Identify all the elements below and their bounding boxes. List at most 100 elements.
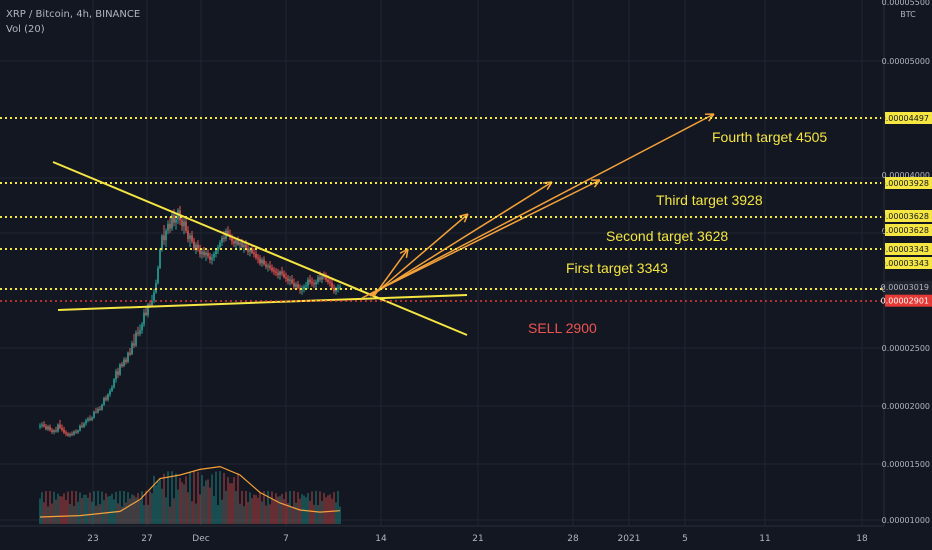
volume-bar — [205, 480, 207, 524]
candle-body — [331, 283, 333, 288]
price-label-target: 0.00003343 — [881, 245, 929, 254]
volume-bar — [241, 490, 243, 524]
volume-bar — [55, 499, 57, 524]
volume-bar — [277, 496, 279, 524]
volume-bar — [275, 493, 277, 524]
price-label-target: 0.00004497 — [881, 114, 929, 123]
volume-bar — [69, 503, 71, 524]
candle-body — [143, 312, 145, 325]
candle-body — [63, 429, 65, 433]
volume-bar — [299, 498, 301, 524]
candle-body — [145, 312, 147, 315]
candle-body — [173, 214, 175, 223]
candle-body — [241, 242, 243, 248]
candle-body — [41, 424, 43, 426]
candle-body — [201, 251, 203, 255]
candle-body — [117, 371, 119, 375]
candle-body — [49, 426, 51, 431]
volume-bar — [83, 494, 85, 524]
candle-body — [317, 277, 319, 283]
volume-bar — [313, 504, 315, 524]
candle-body — [75, 431, 77, 433]
volume-bar — [303, 495, 305, 524]
volume-bar — [283, 499, 285, 524]
volume-bar — [125, 502, 127, 524]
candle-body — [99, 408, 101, 410]
candle-body — [257, 257, 259, 259]
candle-body — [315, 282, 317, 285]
volume-bar — [213, 495, 215, 524]
volume-bar — [325, 497, 327, 524]
volume-bar — [253, 494, 255, 524]
volume-bar — [267, 490, 269, 524]
price-label-target-box — [885, 210, 932, 222]
volume-bar — [255, 495, 257, 524]
volume-bar — [119, 490, 121, 524]
volume-bar — [135, 497, 137, 524]
candle-body — [231, 237, 233, 242]
price-label-target-box — [885, 224, 932, 236]
arrow-fourth-target — [365, 113, 715, 297]
volume-bar — [319, 491, 321, 524]
candle-body — [267, 265, 269, 267]
candle-body — [165, 230, 167, 241]
arrow-second-target-head — [459, 213, 469, 223]
candle-body — [197, 244, 199, 250]
candle-body — [189, 235, 191, 239]
volume-bar — [179, 477, 181, 524]
candle-body — [287, 278, 289, 281]
volume-bar — [111, 493, 113, 524]
price-label-current: 0.00003019 — [881, 283, 929, 292]
candle-body — [333, 287, 335, 292]
volume-bar — [197, 471, 199, 524]
price-label-sell: 0.00002901 — [881, 297, 929, 306]
volume-bar — [183, 484, 185, 524]
candle-body — [259, 258, 261, 264]
annotation-second-target: Second target 3628 — [606, 228, 728, 244]
candle-body — [227, 230, 229, 235]
price-tick-label: 0.00001000 — [882, 516, 930, 525]
arrow-first-target — [373, 248, 409, 297]
candle-body — [71, 433, 73, 435]
volume-bar — [65, 499, 67, 524]
candle-body — [281, 271, 283, 274]
volume-bar — [247, 502, 249, 524]
candle-body — [319, 277, 321, 280]
volume-bar — [75, 491, 77, 524]
candle-body — [253, 252, 255, 255]
candle-body — [107, 394, 109, 400]
candle-body — [309, 279, 311, 283]
annotation-first-target: First target 3343 — [566, 260, 668, 276]
volume-bar — [157, 481, 159, 524]
volume-bar — [171, 471, 173, 524]
annotation-sell: SELL 2900 — [528, 320, 597, 336]
price-axis[interactable]: 0.00005500 BTC 0.00001000 0.00001500 0.00002… — [881, 0, 932, 550]
volume-bar — [211, 474, 213, 524]
symbol-title[interactable]: XRP / Bitcoin, 4h, BINANCE — [6, 9, 141, 20]
volume-bar — [53, 491, 55, 524]
candle-body — [335, 289, 337, 292]
candle-body — [137, 332, 139, 334]
volume-bar — [47, 506, 49, 524]
candle-body — [205, 252, 207, 256]
candle-body — [283, 273, 285, 278]
candle-body — [151, 300, 153, 306]
volume-bar — [317, 505, 319, 524]
volume-bar — [145, 490, 147, 524]
volume-bar — [269, 504, 271, 524]
candle-body — [277, 272, 279, 276]
volume-bar — [73, 505, 75, 524]
volume-bar — [203, 486, 205, 524]
candle-body — [303, 286, 305, 289]
volume-bar — [103, 500, 105, 524]
volume-bar — [79, 492, 81, 524]
candle-body — [51, 430, 53, 433]
candle-body — [215, 250, 217, 255]
candle-body — [139, 330, 141, 334]
time-axis[interactable]: 23 27 Dec 7 14 21 28 2021 5 11 18 — [0, 525, 884, 544]
volume-bar — [315, 490, 317, 524]
volume-bar — [199, 494, 201, 524]
candle-body — [97, 408, 99, 413]
annotations: Fourth target 4505 Third target 3928 Secon… — [528, 129, 827, 336]
